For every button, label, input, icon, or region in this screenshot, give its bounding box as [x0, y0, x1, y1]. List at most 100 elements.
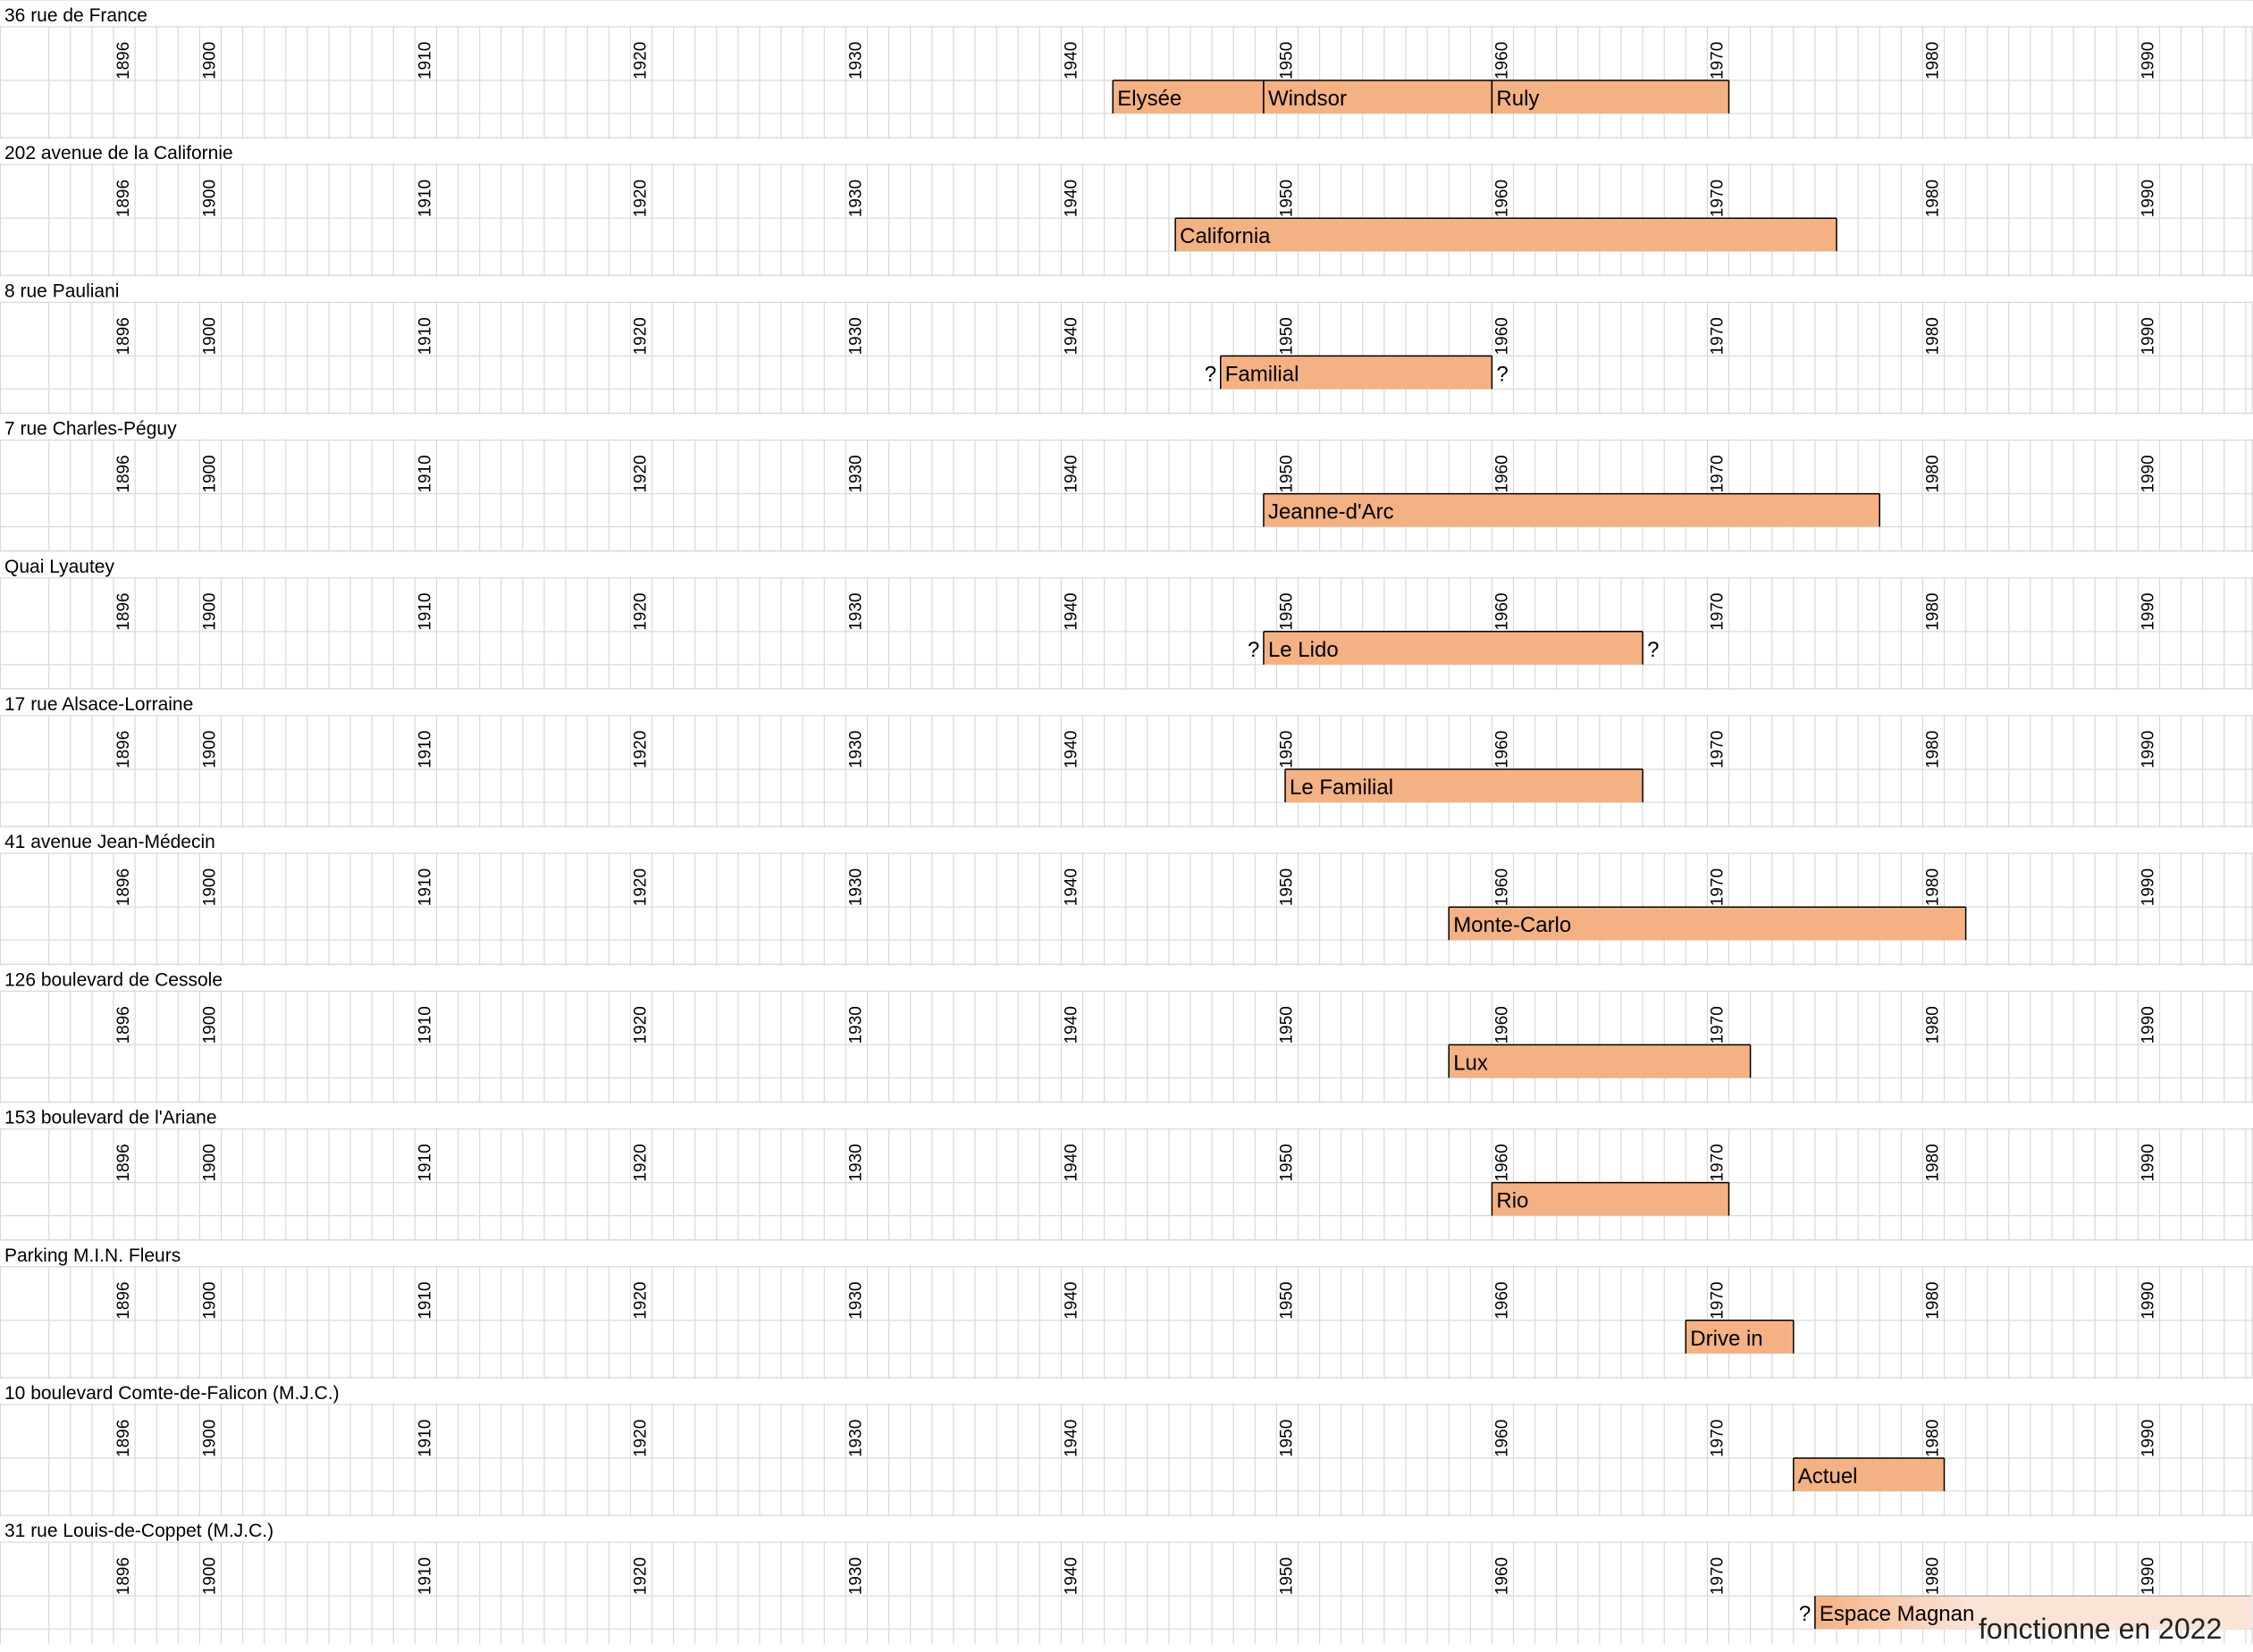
year-tick-label: 1940 — [1062, 1144, 1080, 1181]
year-tick-label: 1990 — [2139, 42, 2157, 80]
year-tick-label: 1970 — [1708, 1006, 1727, 1044]
year-tick-label: 1896 — [114, 317, 133, 355]
row-address: 8 rue Pauliani — [4, 281, 119, 301]
year-tick-label: 1910 — [416, 1557, 434, 1595]
year-tick-label: 1920 — [631, 1006, 650, 1044]
timeline-bar — [1492, 80, 1729, 113]
uncertain-start-mark: ? — [1205, 362, 1216, 386]
year-tick-label: 1970 — [1708, 1420, 1727, 1457]
year-tick-label: 1910 — [416, 868, 434, 906]
row-address: 7 rue Charles-Péguy — [4, 419, 177, 440]
year-tick-label: 1960 — [1492, 180, 1511, 217]
row-address: Parking M.I.N. Fleurs — [4, 1245, 181, 1266]
year-tick-label: 1980 — [1923, 42, 1942, 80]
year-tick-label: 1900 — [200, 593, 219, 631]
year-tick-label: 1940 — [1062, 593, 1080, 631]
row-header-bg — [0, 690, 2253, 715]
year-tick-label: 1950 — [1277, 731, 1296, 768]
year-tick-label: 1900 — [200, 868, 219, 906]
uncertain-end-mark: ? — [1496, 362, 1508, 386]
row-address: 126 boulevard de Cessole — [4, 969, 223, 990]
year-tick-label: 1930 — [846, 1282, 865, 1320]
year-tick-label: 1960 — [1492, 317, 1511, 355]
year-tick-label: 1930 — [846, 317, 865, 355]
timeline-row: 31 rue Louis-de-Coppet (M.J.C.) 1896 1900 1… — [0, 1516, 2253, 1630]
row-address: 36 rue de France — [4, 5, 147, 26]
bar-label: Jeanne-d'Arc — [1268, 500, 1394, 524]
uncertain-end-mark: ? — [1647, 638, 1659, 662]
year-tick-label: 1950 — [1277, 1420, 1296, 1457]
year-tick-label: 1920 — [631, 731, 650, 768]
year-tick-label: 1920 — [631, 317, 650, 355]
year-tick-label: 1970 — [1708, 317, 1727, 355]
timeline-row: 126 boulevard de Cessole 1896 1900 1910 1920… — [0, 965, 2253, 1078]
year-tick-label: 1896 — [114, 455, 133, 492]
year-tick-label: 1950 — [1277, 455, 1296, 492]
row-address: 202 avenue de la Californie — [4, 143, 233, 164]
year-tick-label: 1940 — [1062, 180, 1080, 217]
year-tick-label: 1920 — [631, 868, 650, 906]
row-header-bg — [0, 276, 2253, 302]
year-tick-label: 1920 — [631, 1420, 650, 1457]
year-tick-label: 1940 — [1062, 455, 1080, 492]
year-tick-label: 1990 — [2139, 1282, 2157, 1320]
year-tick-label: 1910 — [416, 1420, 434, 1457]
uncertain-start-mark: ? — [1799, 1602, 1811, 1626]
timeline-bar — [1686, 1320, 1794, 1354]
year-tick-label: 1896 — [114, 731, 133, 768]
year-tick-label: 1980 — [1923, 1144, 1942, 1181]
row-address: Quai Lyautey — [4, 557, 114, 577]
year-tick-label: 1970 — [1708, 455, 1727, 492]
year-tick-label: 1896 — [114, 1006, 133, 1044]
bar-label: Drive in — [1690, 1327, 1762, 1351]
year-tick-label: 1980 — [1923, 317, 1942, 355]
timeline-bar — [1793, 1458, 1945, 1491]
row-header-bg — [0, 551, 2253, 577]
year-tick-label: 1960 — [1492, 455, 1511, 492]
year-tick-label: 1910 — [416, 42, 434, 80]
year-tick-label: 1910 — [416, 1144, 434, 1181]
year-tick-label: 1930 — [846, 1006, 865, 1044]
timeline-row: 8 rue Pauliani 1896 1900 1910 1920 1930 1940 19… — [0, 276, 2253, 390]
bar-label: Actuel — [1798, 1464, 1858, 1488]
timeline-bar — [1814, 1596, 2251, 1630]
year-tick-label: 1910 — [416, 180, 434, 217]
year-tick-label: 1896 — [114, 1557, 133, 1595]
timeline-bar — [1113, 80, 1264, 113]
year-tick-label: 1910 — [416, 1006, 434, 1044]
year-tick-label: 1920 — [631, 1282, 650, 1320]
year-tick-label: 1900 — [200, 180, 219, 217]
row-header-bg — [0, 827, 2253, 853]
timeline-row: 10 boulevard Comte-de-Falicon (M.J.C.) 18… — [0, 1379, 2253, 1491]
bar-label: Espace Magnan — [1820, 1602, 1974, 1626]
year-tick-label: 1990 — [2139, 731, 2157, 768]
year-tick-label: 1940 — [1062, 1006, 1080, 1044]
year-tick-label: 1910 — [416, 593, 434, 631]
year-tick-label: 1970 — [1708, 42, 1727, 80]
row-address: 31 rue Louis-de-Coppet (M.J.C.) — [4, 1521, 273, 1541]
row-header-bg — [0, 138, 2253, 164]
timeline-row: 153 boulevard de l'Ariane 1896 1900 1910 192… — [0, 1103, 2253, 1216]
year-tick-label: 1960 — [1492, 868, 1511, 906]
year-tick-label: 1896 — [114, 180, 133, 217]
year-tick-label: 1950 — [1277, 1557, 1296, 1595]
bar-label: Familial — [1225, 362, 1299, 386]
row-header-bg — [0, 1379, 2253, 1404]
timeline-bar — [1263, 631, 1644, 665]
year-tick-label: 1950 — [1277, 1144, 1296, 1181]
year-tick-label: 1896 — [114, 42, 133, 80]
year-tick-label: 1920 — [631, 1144, 650, 1181]
year-tick-label: 1930 — [846, 42, 865, 80]
timeline-row: 17 rue Alsace-Lorraine 1896 1900 1910 1920 19… — [0, 690, 2253, 802]
timeline-row: 202 avenue de la Californie 1896 1900 1910 1… — [0, 138, 2253, 252]
year-tick-label: 1980 — [1923, 1557, 1942, 1595]
year-tick-label: 1960 — [1492, 1006, 1511, 1044]
year-tick-label: 1930 — [846, 868, 865, 906]
year-tick-label: 1990 — [2139, 1420, 2157, 1457]
row-address: 17 rue Alsace-Lorraine — [4, 694, 193, 715]
row-address: 153 boulevard de l'Ariane — [4, 1108, 217, 1128]
timeline-bar — [1449, 907, 1966, 941]
